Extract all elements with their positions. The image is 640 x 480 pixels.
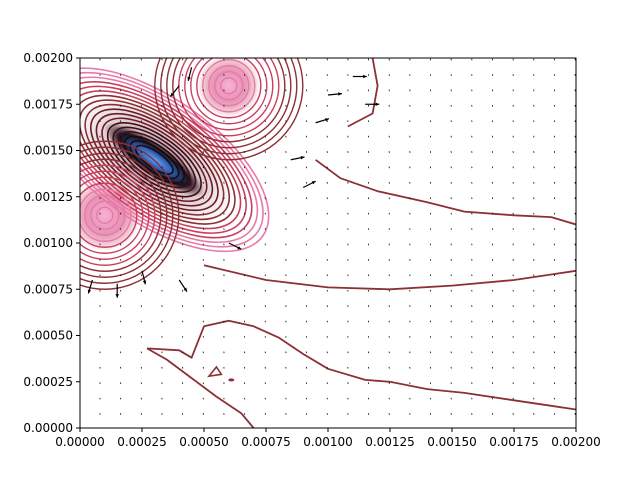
contour-ring <box>80 99 231 221</box>
contour-ring <box>80 90 242 230</box>
quiver-arrow-strong <box>315 118 330 124</box>
quiver-arrow-strong <box>290 156 305 161</box>
contour-ring <box>80 152 168 278</box>
x-tick-label: 0.00200 <box>551 435 601 449</box>
y-tick-label: 0.00025 <box>23 375 73 389</box>
contour-ring <box>220 77 238 95</box>
contour-ring <box>154 58 304 161</box>
y-tick-label: 0.00000 <box>23 421 73 435</box>
y-axis: 0.00000 0.00025 0.00050 0.00075 0.00100 0.001… <box>23 51 80 435</box>
quiver-arrow-strong <box>365 102 380 106</box>
contour-ring <box>80 182 138 248</box>
y-tick-label: 0.00200 <box>23 51 73 65</box>
lower-left-contour <box>146 347 255 428</box>
contour-ring <box>184 58 274 131</box>
contour-ring <box>123 135 186 184</box>
contour-ring <box>80 158 162 272</box>
contour-ring <box>84 194 126 236</box>
contour-line-layer <box>146 58 576 428</box>
contour-ring <box>202 59 256 113</box>
contour-ring <box>96 206 114 224</box>
contour-ring <box>172 58 286 143</box>
quiver-arrow-strong <box>169 85 180 98</box>
x-tick-label: 0.00025 <box>117 435 167 449</box>
y-tick-label: 0.00125 <box>23 190 73 204</box>
contour-ring <box>80 176 144 254</box>
contour-ring <box>80 164 156 266</box>
quiver-arrow-strong <box>178 279 188 292</box>
quiver-arrow-strong <box>115 283 119 298</box>
lower-mid-contour <box>203 264 576 291</box>
contour-ring <box>160 58 298 155</box>
contour-ring <box>214 71 244 101</box>
y-tick-label: 0.00175 <box>23 97 73 111</box>
x-tick-label: 0.00050 <box>179 435 229 449</box>
contour-ring <box>135 144 174 175</box>
quiver-arrow-strong <box>187 67 193 81</box>
quiver-arrow-strong <box>327 92 342 96</box>
x-tick-label: 0.00175 <box>489 435 539 449</box>
pink-lobe-top <box>197 58 261 117</box>
quiver-arrow-strong <box>352 74 367 79</box>
small-island-contour <box>207 365 223 378</box>
contour-ring <box>90 200 120 230</box>
contour-ring <box>166 58 292 149</box>
contour-ring <box>80 81 253 239</box>
contour-ring <box>196 58 262 119</box>
quiver-arrow-strong <box>228 242 242 250</box>
upper-mid-contour <box>315 159 576 226</box>
upper-far-contour <box>347 58 379 128</box>
x-tick-label: 0.00000 <box>55 435 105 449</box>
contour-ring <box>80 146 174 284</box>
y-tick-label: 0.00150 <box>23 144 73 158</box>
lower-contour <box>146 319 576 411</box>
contour-ring <box>208 65 250 107</box>
contour-ring <box>80 71 264 248</box>
x-tick-label: 0.00100 <box>303 435 353 449</box>
contour-ring <box>89 108 219 212</box>
contour-ring <box>80 140 180 290</box>
quiver-arrow-strong <box>141 270 147 285</box>
y-tick-label: 0.00100 <box>23 236 73 250</box>
quiver-layer <box>87 58 576 415</box>
small-dot-contour <box>228 378 235 382</box>
y-tick-label: 0.00075 <box>23 282 73 296</box>
x-axis: 0.00000 0.00025 0.00050 0.00075 0.00100 0.001… <box>55 428 601 449</box>
y-tick-label: 0.00050 <box>23 329 73 343</box>
contour-ring <box>80 188 132 242</box>
x-tick-label: 0.00150 <box>427 435 477 449</box>
x-tick-label: 0.00075 <box>241 435 291 449</box>
x-tick-label: 0.00125 <box>365 435 415 449</box>
contour-ring <box>80 170 150 260</box>
contour-ring <box>129 140 180 180</box>
contour-ring <box>112 126 197 193</box>
contour-ring <box>190 58 268 125</box>
quiver-arrow-strong <box>87 279 93 294</box>
quiver-arrow-strong <box>302 180 316 189</box>
contour-ring <box>101 117 208 203</box>
